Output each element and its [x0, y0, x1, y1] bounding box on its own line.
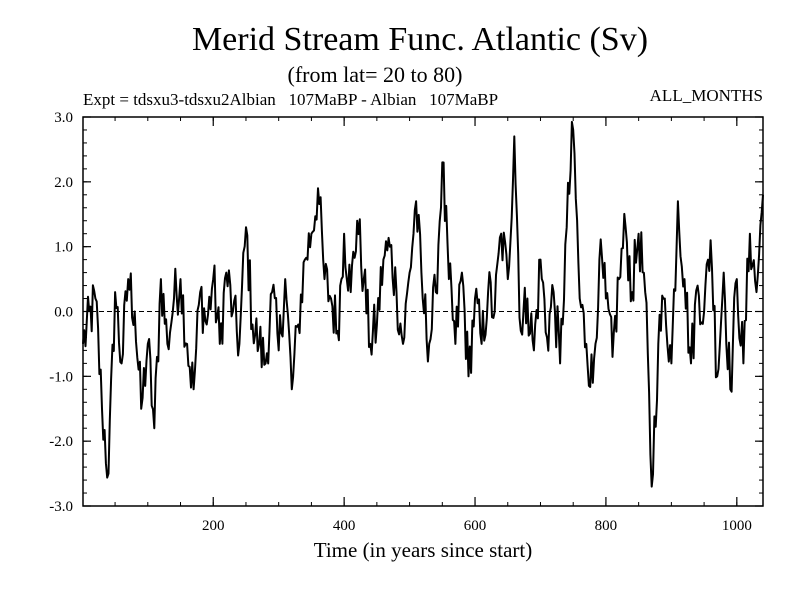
x-axis-label: Time (in years since start) — [314, 538, 533, 562]
x-tick-label: 600 — [464, 518, 487, 534]
chart-title: Merid Stream Func. Atlantic (Sv) — [192, 21, 648, 58]
experiment-label: Expt = tdsxu3-tdsxu2Albian 107MaBP - Alb… — [83, 90, 498, 109]
x-axis: 200 400 600 800 1000 — [114, 117, 752, 534]
y-tick-label: 3.0 — [54, 110, 73, 126]
y-tick-label: 2.0 — [54, 175, 73, 191]
y-axis: -3.0 -2.0 -1.0 0.0 1.0 2.0 3.0 — [49, 110, 763, 515]
y-tick-label: -3.0 — [49, 499, 73, 515]
x-tick-label: 200 — [202, 518, 225, 534]
x-tick-label: 1000 — [722, 518, 752, 534]
series-line — [82, 120, 764, 488]
y-tick-label: 1.0 — [54, 240, 73, 256]
y-tick-label: -1.0 — [49, 369, 73, 385]
chart-subtitle: (from lat= 20 to 80) — [288, 62, 463, 87]
y-tick-label: 0.0 — [54, 305, 73, 321]
y-tick-label: -2.0 — [49, 434, 73, 450]
period-label: ALL_MONTHS — [650, 86, 763, 105]
x-tick-label: 400 — [333, 518, 356, 534]
x-tick-label: 800 — [595, 518, 618, 534]
